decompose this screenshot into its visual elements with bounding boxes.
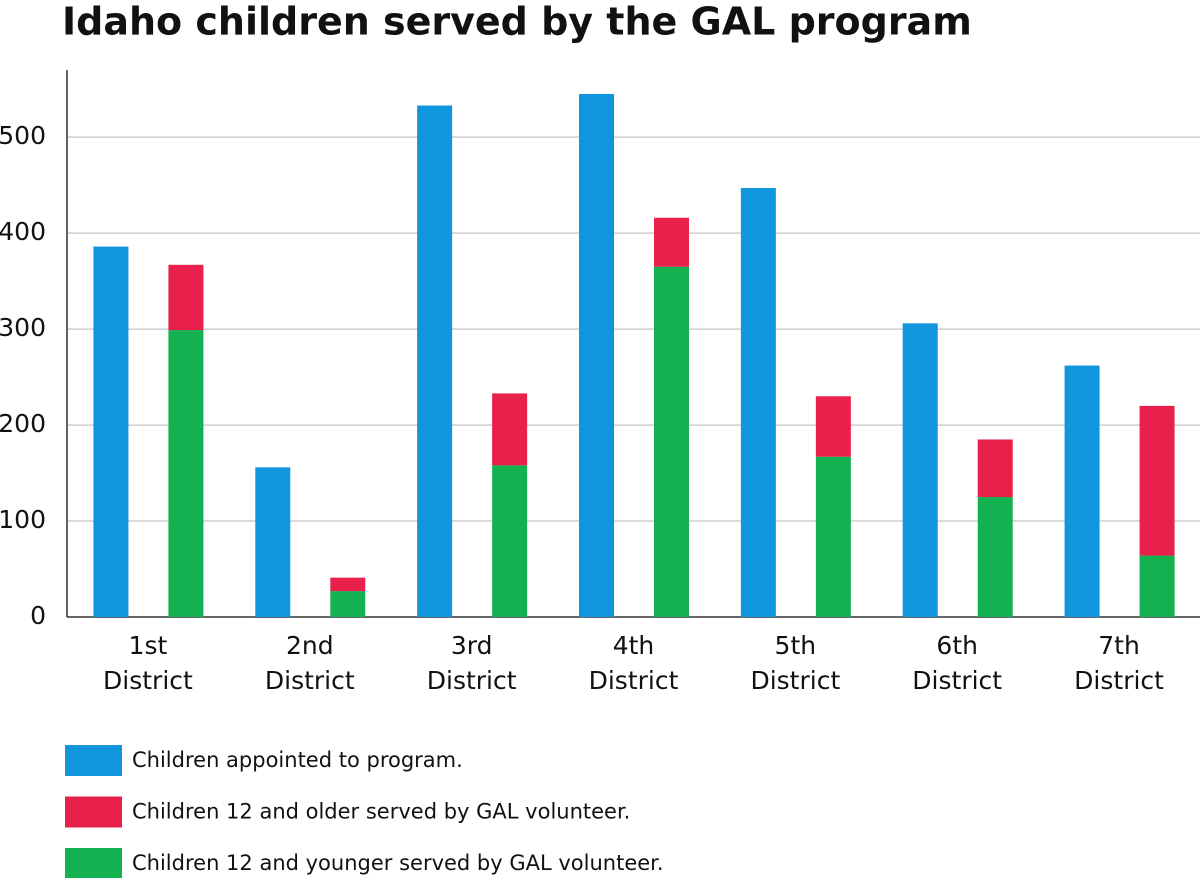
legend-label: Children 12 and younger served by GAL vo… (132, 851, 664, 875)
bar (740, 188, 776, 617)
x-tick-label: 7th District (1074, 631, 1164, 695)
bar (1139, 555, 1175, 617)
bar (977, 439, 1013, 498)
y-tick-label: 200 (0, 409, 46, 438)
x-tick-label: 5th District (750, 631, 841, 695)
y-tick-label: 400 (0, 217, 46, 246)
bar (1064, 365, 1100, 617)
y-tick-label: 100 (0, 505, 46, 534)
x-tick-label: 2nd District (264, 631, 355, 695)
bar (255, 467, 291, 617)
bar (654, 266, 689, 617)
y-tick-label: 500 (0, 121, 46, 150)
y-tick-label: 300 (0, 313, 46, 342)
bar (902, 323, 938, 617)
chart-title: Idaho children served by the GAL program (62, 0, 972, 44)
bar (1139, 405, 1175, 556)
x-tick-label: 1st District (103, 631, 193, 695)
bar (492, 393, 528, 466)
bar (168, 264, 204, 331)
legend-swatch (65, 745, 122, 776)
bar (579, 93, 614, 618)
bar (168, 330, 204, 617)
bar (492, 465, 528, 617)
legend-label: Children 12 and older served by GAL volu… (132, 800, 630, 824)
bar (654, 217, 689, 267)
bar (815, 396, 851, 457)
x-tick-label: 3rd District (426, 631, 517, 695)
y-tick-label: 0 (30, 601, 46, 630)
legend-swatch (65, 796, 122, 828)
x-tick-label: 4th District (588, 631, 679, 695)
bar (977, 497, 1013, 617)
bar (330, 577, 366, 592)
bar (93, 246, 129, 617)
bar (417, 105, 453, 617)
bar (330, 591, 366, 617)
x-tick-label: 6th District (912, 631, 1003, 695)
legend-label: Children appointed to program. (132, 748, 463, 772)
legend-swatch (65, 848, 122, 878)
bar (815, 456, 851, 617)
